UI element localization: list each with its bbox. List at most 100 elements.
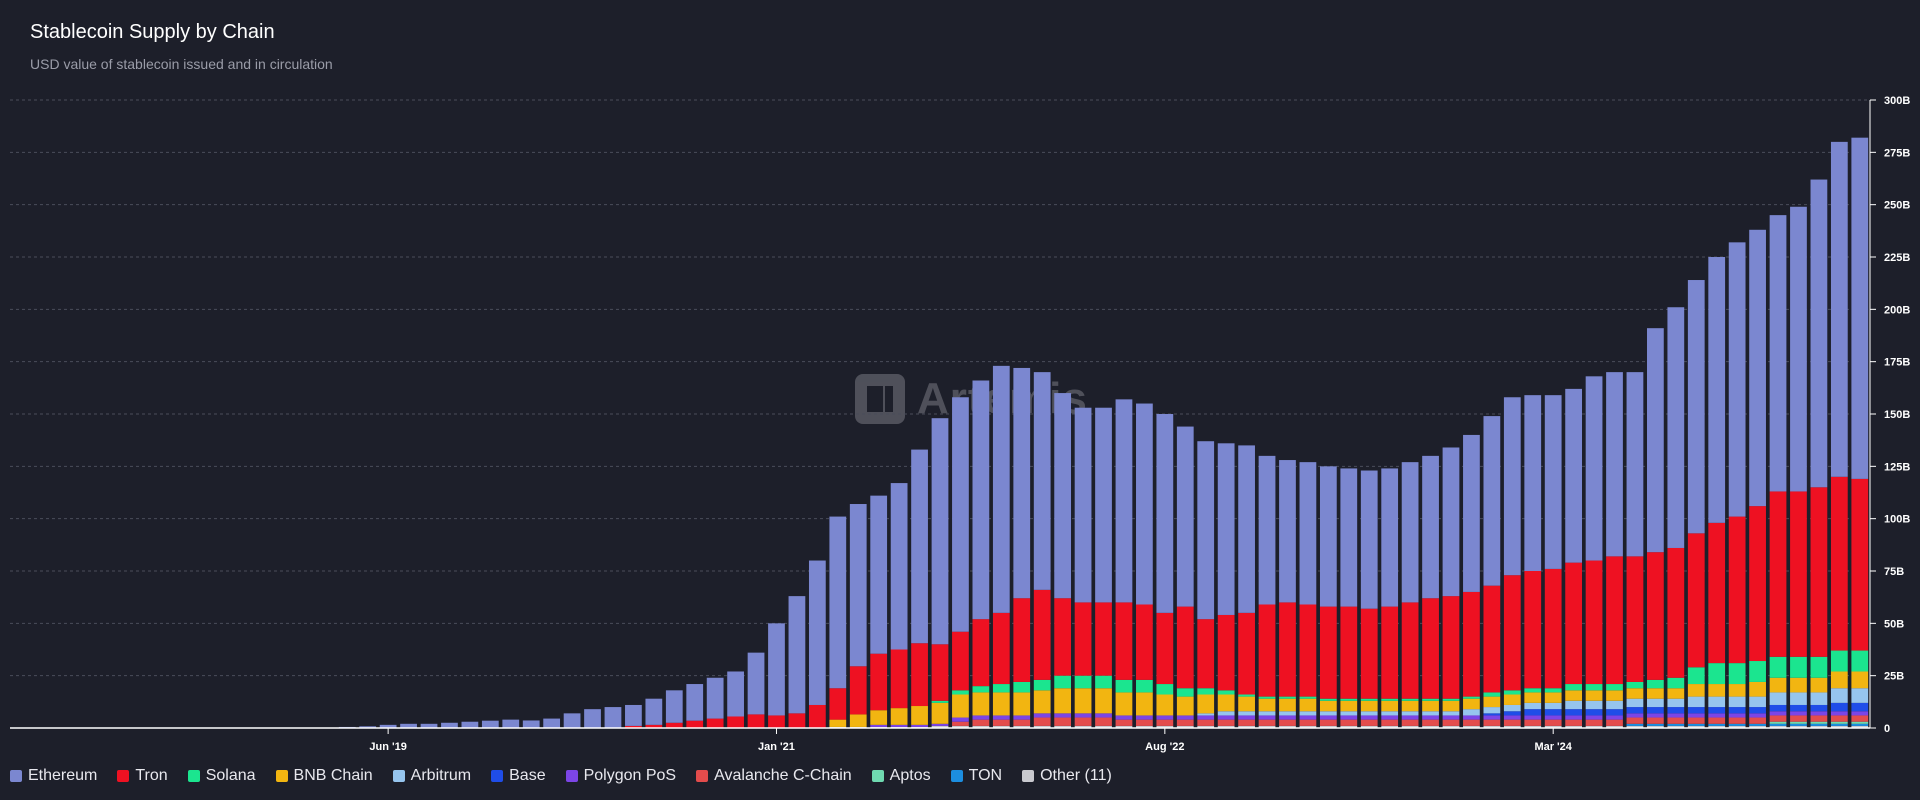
bar-avalanche-c-chain	[1667, 717, 1685, 724]
legend-item[interactable]: Solana	[187, 767, 256, 785]
bar-bnb-chain	[1197, 694, 1215, 714]
bar-avalanche-c-chain	[1810, 715, 1828, 722]
bar-base	[1769, 704, 1787, 712]
bar-arbitrum	[1524, 702, 1542, 710]
legend-item[interactable]: BNB Chain	[275, 767, 373, 785]
bar-tron	[1708, 522, 1726, 664]
bar-avalanche-c-chain	[1095, 717, 1112, 726]
bar-other-11-	[1279, 725, 1296, 728]
bar-tron	[1483, 585, 1501, 693]
bar-tron	[911, 643, 928, 707]
bar-aptos	[1790, 721, 1807, 724]
bar-arbitrum	[1606, 700, 1623, 710]
bar-solana	[1667, 677, 1685, 689]
bar-ethereum	[543, 718, 561, 728]
bar-solana	[1156, 684, 1174, 695]
bar-tron	[1319, 606, 1337, 699]
bar-avalanche-c-chain	[1728, 717, 1746, 724]
bar-polygon-pos	[1156, 715, 1174, 720]
bar-bnb-chain	[1647, 688, 1664, 699]
bar-ethereum	[1544, 395, 1562, 569]
bar-base	[1830, 702, 1848, 712]
legend-item[interactable]: TON	[950, 767, 1002, 785]
bar-ethereum	[706, 677, 724, 719]
bar-solana	[1830, 650, 1848, 672]
bar-ethereum	[1483, 416, 1501, 586]
bar-polygon-pos	[1585, 715, 1603, 720]
bar-other-11-	[1687, 725, 1705, 728]
bar-ethereum	[972, 380, 990, 620]
bar-solana	[1279, 696, 1296, 699]
bar-solana	[1647, 679, 1664, 689]
legend-item[interactable]: Tron	[117, 767, 168, 785]
bar-tron	[1830, 476, 1848, 651]
bar-arbitrum	[1442, 711, 1460, 716]
bar-other-11-	[972, 725, 990, 728]
bar-avalanche-c-chain	[1647, 717, 1664, 724]
bar-other-11-	[1708, 725, 1726, 728]
bar-solana	[1033, 679, 1051, 691]
bar-avalanche-c-chain	[1381, 719, 1399, 726]
bar-arbitrum	[1503, 704, 1521, 712]
bar-bnb-chain	[1708, 684, 1726, 697]
bar-ethereum	[502, 719, 520, 728]
bar-other-11-	[1606, 725, 1623, 728]
legend-item[interactable]: Avalanche C-Chain	[696, 767, 852, 785]
bar-ethereum	[379, 724, 397, 728]
bar-ethereum	[1708, 257, 1726, 523]
bar-tron	[1197, 619, 1215, 689]
bar-avalanche-c-chain	[1565, 719, 1583, 726]
artemis-logo-icon	[855, 374, 905, 424]
bar-tron	[1503, 575, 1521, 691]
bar-avalanche-c-chain	[1238, 719, 1255, 726]
legend-item[interactable]: Ethereum	[10, 767, 97, 785]
bar-ethereum	[1013, 367, 1031, 599]
bar-polygon-pos	[1136, 715, 1153, 720]
bar-solana	[1606, 684, 1623, 691]
bar-tron	[1013, 598, 1031, 682]
bar-ethereum	[1851, 137, 1869, 479]
bar-avalanche-c-chain	[1851, 715, 1869, 722]
bar-ethereum	[1463, 434, 1480, 592]
bar-avalanche-c-chain	[1279, 719, 1296, 726]
legend-item[interactable]: Other (11)	[1022, 767, 1112, 785]
bar-solana	[1319, 698, 1337, 701]
legend-item[interactable]: Base	[491, 767, 546, 785]
bar-arbitrum	[1197, 713, 1215, 716]
legend-item[interactable]: Polygon PoS	[565, 767, 676, 785]
bar-ethereum	[461, 721, 479, 728]
bar-tron	[645, 724, 663, 728]
bar-polygon-pos	[890, 724, 908, 727]
bar-other-11-	[952, 725, 969, 728]
bar-other-11-	[1544, 725, 1562, 728]
bar-ethereum	[1115, 399, 1133, 603]
bar-bnb-chain	[1503, 694, 1521, 705]
bar-tron	[1851, 478, 1869, 651]
legend-item[interactable]: Aptos	[871, 767, 931, 785]
legend-swatch	[565, 770, 578, 782]
bar-solana	[1176, 688, 1194, 697]
bar-bnb-chain	[1360, 700, 1378, 712]
bar-arbitrum	[1749, 696, 1766, 708]
bar-tron	[1810, 487, 1828, 657]
bar-arbitrum	[1360, 711, 1378, 716]
bar-base	[1585, 709, 1603, 716]
bar-polygon-pos	[1606, 715, 1623, 720]
bar-solana	[1115, 679, 1133, 693]
bar-polygon-pos	[1851, 711, 1869, 716]
bar-solana	[1851, 650, 1869, 672]
bar-polygon-pos	[1810, 711, 1828, 716]
bar-ton	[1830, 723, 1848, 726]
bar-ethereum	[1156, 414, 1174, 613]
bar-bnb-chain	[849, 714, 867, 727]
bar-ethereum	[1095, 407, 1112, 603]
legend-item[interactable]: Arbitrum	[392, 767, 471, 785]
bar-other-11-	[1728, 725, 1746, 728]
bar-other-11-	[1340, 725, 1358, 728]
bar-bnb-chain	[829, 719, 847, 727]
bar-ethereum	[1176, 426, 1194, 607]
bar-tron	[706, 718, 724, 728]
legend-swatch	[117, 770, 130, 782]
bar-solana	[1503, 690, 1521, 695]
bar-solana	[1626, 681, 1644, 689]
